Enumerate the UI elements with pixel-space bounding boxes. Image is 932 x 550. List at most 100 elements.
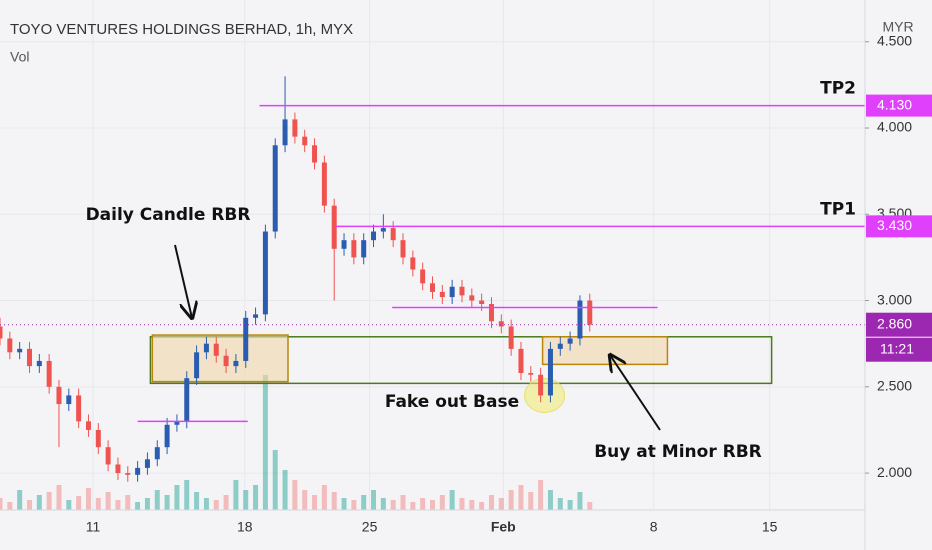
y-tick-label: 4.500 [877, 32, 912, 48]
candle-body [430, 283, 435, 292]
x-tick-label: 11 [86, 519, 101, 535]
countdown: 11:21 [880, 340, 914, 356]
candle-body [282, 119, 288, 146]
volume-bar [587, 502, 593, 510]
candle-body [351, 240, 357, 258]
volume-bar [361, 495, 367, 510]
candle-body [95, 429, 101, 448]
volume-bar [243, 490, 249, 510]
currency-label: MYR [882, 19, 913, 35]
volume-bar [567, 500, 573, 510]
x-tick-label: 15 [762, 519, 778, 535]
volume-bar [528, 492, 534, 510]
candle-body [380, 228, 386, 232]
candle-body [174, 421, 180, 425]
chart-title: TOYO VENTURES HOLDINGS BERHAD, 1h, MYX [10, 21, 353, 38]
volume-bar [154, 490, 160, 510]
volume-bar [321, 485, 327, 510]
volume-bar [410, 502, 416, 510]
price-label-box [866, 94, 932, 117]
volume-bar [203, 498, 209, 510]
volume-bar [577, 492, 583, 510]
price-label: 2.860 [877, 315, 912, 331]
volume-bar [144, 498, 150, 510]
price-label-box [866, 312, 932, 337]
volume-bar [253, 485, 259, 510]
volume-bar [184, 480, 190, 510]
candle-body [420, 269, 426, 284]
volume-bar [488, 495, 494, 510]
volume-bar [115, 500, 121, 510]
volume-bar [66, 500, 72, 510]
candle-body [85, 421, 91, 430]
volume-bar [194, 492, 200, 510]
volume-bar [508, 490, 514, 510]
candle-body [56, 386, 62, 405]
candle-body [262, 231, 268, 315]
volume-bar [518, 485, 524, 510]
candle-body [144, 459, 150, 468]
volume-bar [223, 495, 229, 510]
zone [149, 336, 773, 385]
candle-body [557, 343, 563, 349]
candle-body [488, 303, 494, 322]
y-tick-label: 2.500 [877, 378, 912, 394]
volume-bar [174, 485, 180, 510]
candle-body [331, 205, 337, 249]
volume-bar [233, 480, 239, 510]
volume-bar [390, 500, 396, 510]
volume-bar [312, 495, 318, 510]
candle-body [538, 374, 544, 396]
candle-body [587, 300, 593, 325]
candle-body [272, 145, 278, 232]
candle-body [194, 352, 200, 379]
candle-body [17, 348, 23, 353]
volume-bar [341, 498, 347, 510]
candle-body [321, 162, 327, 206]
candle-body [292, 119, 298, 137]
candle-body [66, 395, 72, 405]
x-tick-label: 25 [362, 519, 378, 535]
candle-body [302, 136, 308, 146]
candle-body [125, 473, 131, 475]
volume-bar [479, 502, 485, 510]
zone [151, 334, 289, 383]
candle-body [459, 286, 465, 296]
x-tick-label: 8 [650, 519, 658, 535]
candle-body [508, 326, 514, 349]
annotation: Buy at Minor RBR [594, 442, 762, 462]
candle-body [518, 348, 524, 374]
candle-body [7, 338, 13, 353]
candle-body [115, 464, 121, 474]
volume-bar [459, 498, 465, 510]
candle-body [479, 300, 485, 304]
volume-bar [439, 495, 445, 510]
volume-bar [17, 490, 23, 510]
volume-bar [469, 500, 475, 510]
volume-bar [7, 502, 13, 510]
candle-body [76, 395, 82, 422]
volume-bar [46, 492, 52, 510]
candle-body [410, 257, 416, 270]
y-tick-label: 2.000 [877, 464, 912, 480]
volume-bar [351, 500, 357, 510]
candle-body [253, 314, 259, 318]
countdown-box [866, 337, 932, 362]
candle-body [0, 326, 3, 339]
volume-bar [26, 500, 32, 510]
volume-bar [125, 495, 131, 510]
candle-body [469, 295, 475, 301]
volume-bar [85, 488, 91, 510]
candle-body [577, 300, 583, 339]
volume-bar [420, 498, 426, 510]
x-tick-label: 18 [237, 519, 253, 535]
candle-body [449, 286, 455, 298]
volume-bar [302, 490, 308, 510]
candle-body [223, 355, 229, 367]
volume-bar [0, 498, 3, 510]
volume-bar [95, 498, 101, 510]
arrow [610, 355, 661, 431]
candle-body [400, 240, 406, 258]
level-name: TP2 [820, 79, 856, 99]
annotation: Fake out Base [385, 392, 519, 412]
